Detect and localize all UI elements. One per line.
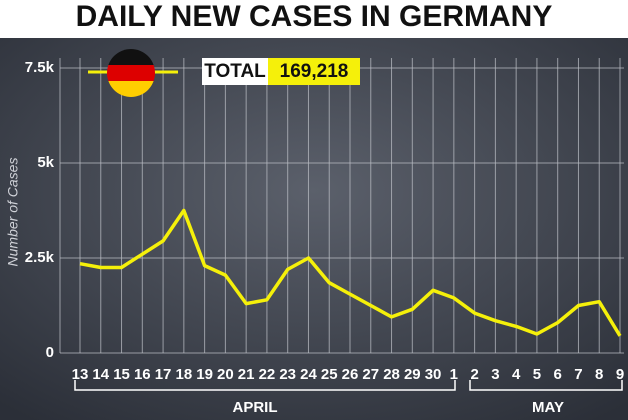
y-tick-label: 0: [46, 344, 54, 361]
x-tick-label: 3: [491, 366, 499, 383]
x-tick-label: 28: [383, 366, 400, 383]
legend: TOTAL 169,218: [88, 49, 360, 97]
x-tick-label: 8: [595, 366, 603, 383]
y-tick-label: 2.5k: [25, 249, 55, 266]
x-tick-label: 4: [512, 366, 521, 383]
x-tick-label: 26: [342, 366, 359, 383]
x-tick-label: 17: [155, 366, 172, 383]
data-line: [79, 208, 622, 337]
x-tick-label: 24: [300, 366, 317, 383]
x-tick-label: 7: [574, 366, 582, 383]
x-tick-label: 13: [72, 366, 89, 383]
x-tick-label: 1: [450, 366, 458, 383]
y-tick-label: 5k: [37, 154, 54, 171]
x-tick-label: 6: [554, 366, 562, 383]
x-tick-label: 2: [470, 366, 478, 383]
total-label: TOTAL: [204, 61, 266, 82]
group-bracket: [74, 380, 456, 391]
x-tick-label: 19: [196, 366, 213, 383]
x-tick-label: 5: [533, 366, 541, 383]
y-axis-label: Number of Cases: [5, 158, 21, 267]
x-tick-label: 20: [217, 366, 234, 383]
x-tick-label: 23: [279, 366, 296, 383]
total-label-box: [202, 58, 268, 85]
x-tick-label: 16: [134, 366, 151, 383]
group-label: APRIL: [233, 399, 278, 416]
chart-background: [0, 38, 628, 420]
x-tick-label: 22: [259, 366, 276, 383]
chart-title: DAILY NEW CASES IN GERMANY: [76, 0, 553, 33]
group-bracket: [469, 380, 623, 391]
x-tick-label: 29: [404, 366, 421, 383]
x-tick-label: 27: [362, 366, 379, 383]
group-label: MAY: [532, 399, 564, 416]
x-tick-label: 15: [113, 366, 130, 383]
x-tick-label: 18: [176, 366, 193, 383]
y-tick-label: 7.5k: [25, 59, 55, 76]
x-tick-label: 25: [321, 366, 338, 383]
x-tick-label: 30: [425, 366, 442, 383]
x-tick-label: 14: [92, 366, 109, 383]
flag-icon: [107, 49, 155, 97]
total-value: 169,218: [280, 61, 349, 82]
x-tick-label: 21: [238, 366, 255, 383]
total-value-box: [268, 58, 360, 85]
x-tick-label: 9: [616, 366, 624, 383]
